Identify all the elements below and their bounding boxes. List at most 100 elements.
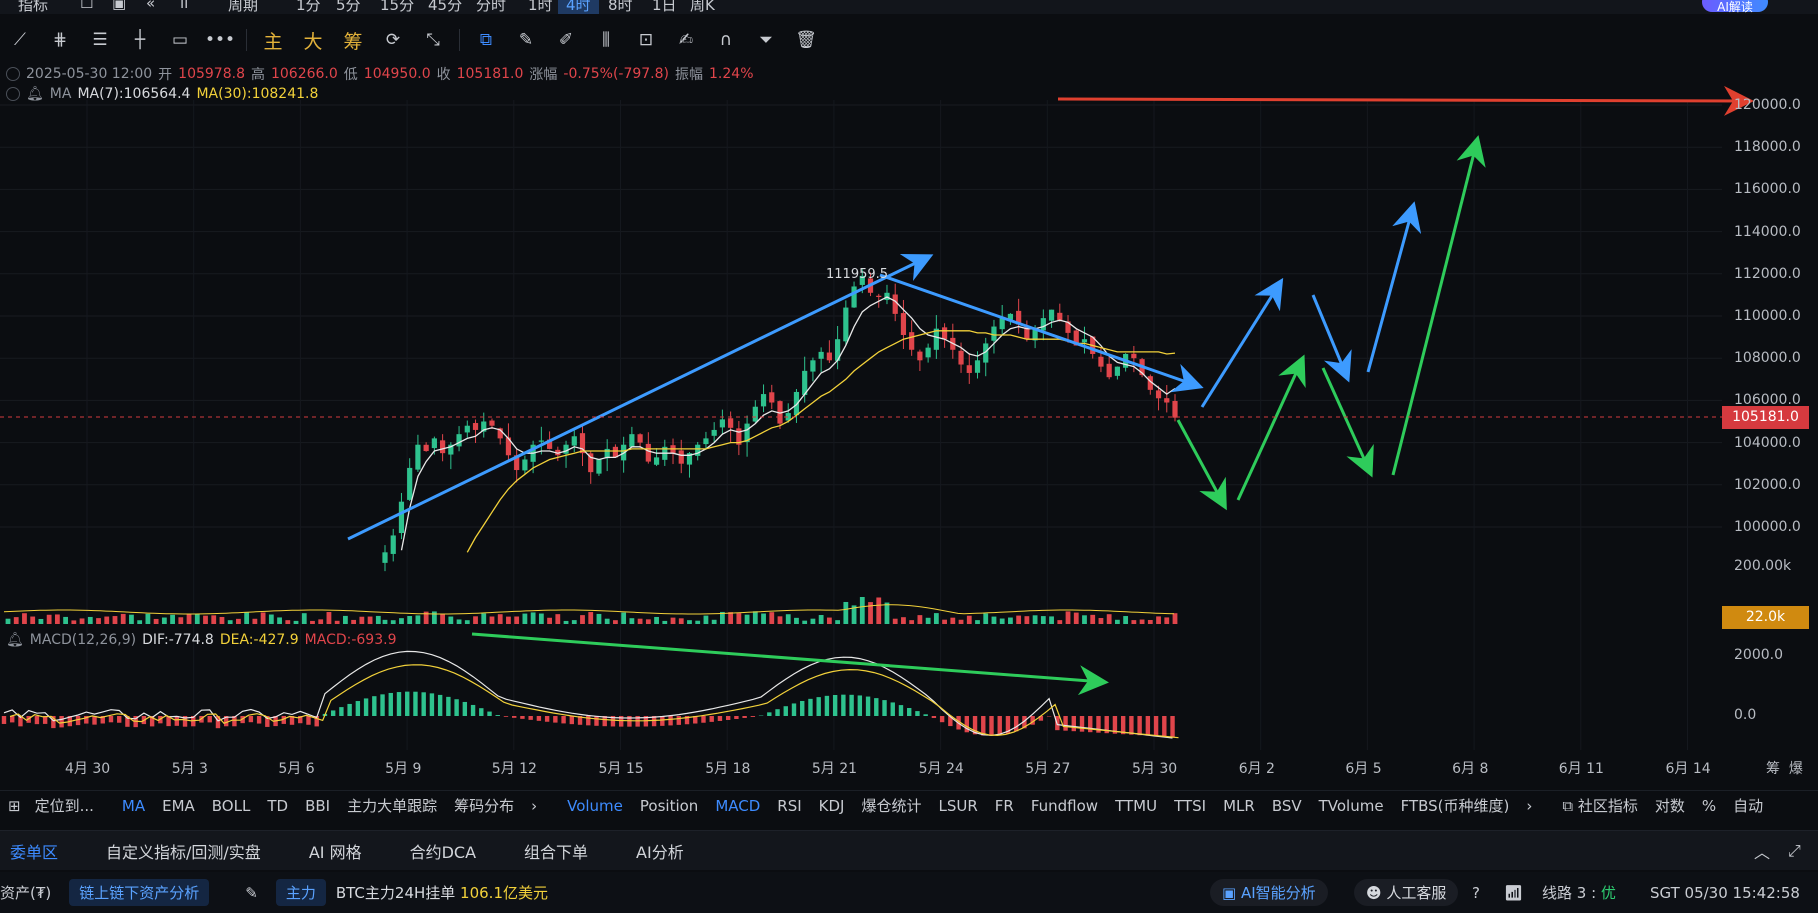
percent-scale[interactable]: % [1701,796,1717,815]
fib-icon[interactable]: ☰ [92,30,108,50]
macd-name[interactable]: MACD(12,26,9) [29,632,137,648]
tab-orders[interactable]: 委单区 [10,842,59,862]
tf-15m[interactable]: 15分 [380,0,415,14]
assets-label[interactable]: 资产(₮) [0,884,52,902]
chevron-right-icon[interactable]: › [1526,796,1533,815]
collapse-icon[interactable] [6,87,20,101]
trash-icon[interactable]: 🗑 [795,30,817,50]
pencil-icon[interactable]: ✎ [245,883,258,902]
ind-ema[interactable]: EMA [162,796,195,815]
bell-icon[interactable]: 🔔︎ [6,632,24,648]
chip-button[interactable]: 筹 [343,30,363,53]
ind-position[interactable]: Position [639,796,699,815]
ind-bigorder[interactable]: 主力大单跟踪 [347,797,438,815]
ind-td[interactable]: TD [267,796,289,815]
refresh-icon[interactable]: ⟳ [385,30,401,50]
expand-icon[interactable]: ⤢ [1788,840,1801,860]
macd-histogram-bar [816,697,821,716]
trendline-icon[interactable]: ⟋ [14,30,26,50]
tf-1w[interactable]: 周K [690,0,715,14]
ruler-icon[interactable]: ✎ [518,30,534,50]
collapse-icon[interactable] [6,67,20,81]
rectangle-icon[interactable]: ▭ [171,30,189,50]
double-left-icon[interactable]: « [146,0,156,12]
ind-ttsi[interactable]: TTSI [1174,796,1207,815]
parallel-lines-icon[interactable]: ⋕ [52,30,68,50]
tf-45m[interactable]: 45分 [428,0,463,14]
ind-volume[interactable]: Volume [567,796,623,815]
onchain-analysis-button[interactable]: 链上链下资产分析 [69,879,210,906]
ind-tvolume[interactable]: TVolume [1318,796,1384,815]
volume-bar [719,611,725,624]
tab-dca[interactable]: 合约DCA [409,842,477,862]
more-icon[interactable]: ••• [204,30,236,50]
ai-interpret-button[interactable]: AI解读 [1702,0,1768,14]
horizontal-line-icon[interactable]: ┼ [134,30,146,50]
candle-icon[interactable]: ıl [180,0,189,12]
tf-5m[interactable]: 5分 [336,0,361,14]
tf-1m[interactable]: 1分 [296,0,321,14]
ind-lsur[interactable]: LSUR [938,796,978,815]
ind-macd[interactable]: MACD [715,796,761,815]
volume-bar [382,619,388,624]
ind-bsv[interactable]: BSV [1271,796,1302,815]
indicator-menu[interactable]: 指标 [18,0,49,14]
locate-button[interactable]: 定位到... [34,797,94,815]
filter-icon[interactable]: ⏷ [759,30,773,50]
ind-fundflow[interactable]: Fundflow [1030,796,1099,815]
tf-4h[interactable]: 4时 [558,0,599,14]
price-chart[interactable]: 111959.5 [0,0,1818,760]
chevron-right-icon[interactable]: › [531,796,538,815]
volume-bar [22,613,27,624]
candles-icon[interactable]: ⫼ [602,30,610,50]
volume-bar [1057,620,1063,624]
ind-ftbs[interactable]: FTBS(币种维度) [1400,797,1510,815]
ind-bbi[interactable]: BBI [305,796,331,815]
tab-custom-indicator[interactable]: 自定义指标/回测/实盘 [106,842,261,862]
ind-mlr[interactable]: MLR [1223,796,1255,815]
ind-liq[interactable]: 爆仓统计 [861,797,922,815]
tab-combo[interactable]: 组合下单 [524,842,589,862]
ind-ttmu[interactable]: TTMU [1115,796,1158,815]
tab-ai-analysis[interactable]: AI分析 [636,842,684,862]
help-icon[interactable]: ? [1472,883,1480,902]
bell-icon[interactable]: 🔔︎ [26,86,44,102]
grid-icon[interactable]: ⊞ [8,796,21,815]
ind-chipdist[interactable]: 筹码分布 [454,797,515,815]
chevron-up-icon[interactable]: ︿ [1754,842,1771,862]
pen-icon[interactable]: ✐ [558,30,574,50]
ma-name[interactable]: MA [49,86,72,102]
community-indicator[interactable]: ⧉ 社区指标 [1562,797,1638,815]
main-force-button[interactable]: 主 [263,30,283,53]
ind-boll[interactable]: BOLL [211,796,251,815]
edit-icon[interactable]: ✍ [678,30,694,50]
toolbar-icon[interactable]: ▣ [112,0,127,12]
tf-1h[interactable]: 1时 [528,0,553,14]
tf-1d[interactable]: 1日 [652,0,677,14]
log-scale[interactable]: 对数 [1654,797,1685,815]
volume-bar [1024,616,1030,624]
period-menu[interactable]: 周期 [228,0,259,14]
magnet-icon[interactable]: ∩ [719,30,733,50]
measure-icon[interactable]: ⤡ [426,30,440,50]
toolbar-icon[interactable]: ☐ [80,0,94,12]
tf-8h[interactable]: 8时 [608,0,633,14]
line-status[interactable]: 线路 3 : 优 [1542,884,1616,902]
ai-analysis-button[interactable]: ▣ AI智能分析 [1210,879,1328,906]
ind-ma[interactable]: MA [121,796,146,815]
lock-icon[interactable]: ⊡ [638,30,654,50]
candle-body [472,423,479,430]
chip-corner-label[interactable]: 筹 爆 [1766,761,1803,777]
macd-histogram-bar [964,716,970,733]
auto-scale[interactable]: 自动 [1733,797,1764,815]
ind-rsi[interactable]: RSI [777,796,802,815]
big-order-button[interactable]: 大 [303,30,323,53]
macd-histogram-bar [51,716,56,729]
ind-fr[interactable]: FR [994,796,1014,815]
ind-kdj[interactable]: KDJ [818,796,845,815]
tab-ai-grid[interactable]: AI 网格 [308,842,362,862]
tf-timeshare[interactable]: 分时 [476,0,507,14]
customer-service-button[interactable]: ☻ 人工客服 [1354,879,1459,906]
candle-body [456,434,462,447]
copy-icon[interactable]: ⧉ [479,30,493,50]
